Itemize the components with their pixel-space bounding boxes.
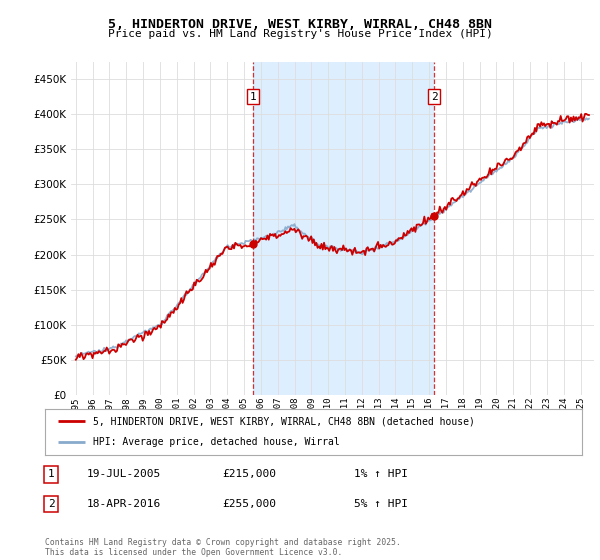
Text: 2: 2 (47, 499, 55, 509)
Text: 5, HINDERTON DRIVE, WEST KIRBY, WIRRAL, CH48 8BN (detached house): 5, HINDERTON DRIVE, WEST KIRBY, WIRRAL, … (94, 416, 475, 426)
Text: £255,000: £255,000 (222, 499, 276, 509)
Text: Contains HM Land Registry data © Crown copyright and database right 2025.
This d: Contains HM Land Registry data © Crown c… (45, 538, 401, 557)
Text: 18-APR-2016: 18-APR-2016 (87, 499, 161, 509)
Text: 5, HINDERTON DRIVE, WEST KIRBY, WIRRAL, CH48 8BN: 5, HINDERTON DRIVE, WEST KIRBY, WIRRAL, … (108, 18, 492, 31)
Text: 5% ↑ HPI: 5% ↑ HPI (354, 499, 408, 509)
Text: Price paid vs. HM Land Registry's House Price Index (HPI): Price paid vs. HM Land Registry's House … (107, 29, 493, 39)
Text: 1% ↑ HPI: 1% ↑ HPI (354, 469, 408, 479)
Text: £215,000: £215,000 (222, 469, 276, 479)
Text: HPI: Average price, detached house, Wirral: HPI: Average price, detached house, Wirr… (94, 437, 340, 447)
Text: 1: 1 (250, 92, 257, 101)
Text: 2: 2 (431, 92, 437, 101)
Text: 19-JUL-2005: 19-JUL-2005 (87, 469, 161, 479)
Text: 1: 1 (47, 469, 55, 479)
Bar (253, 62, 434, 395)
